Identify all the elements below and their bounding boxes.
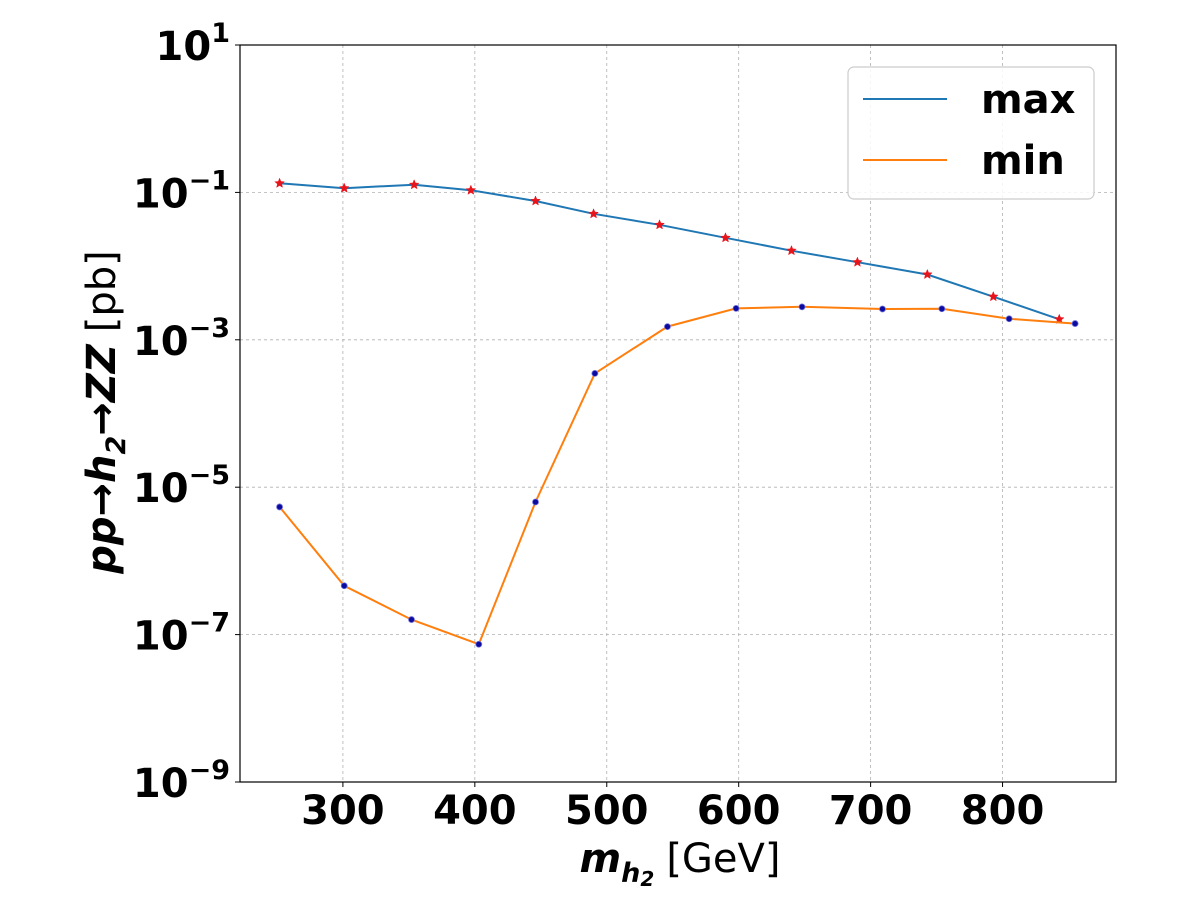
data-point-min bbox=[408, 616, 415, 623]
series-layer bbox=[274, 177, 1079, 648]
y-axis-ticks: 10−9 10−7 10−5 10−3 10−1 101 bbox=[133, 18, 240, 807]
y-tick-label: 10−1 bbox=[133, 165, 230, 217]
y-axis-title: pp→h2→ZZ[pb] bbox=[79, 250, 132, 575]
data-point-max bbox=[987, 290, 999, 302]
x-tick-label: 800 bbox=[961, 788, 1045, 834]
data-point-max bbox=[786, 244, 797, 256]
y-tick-label: 101 bbox=[156, 18, 230, 70]
x-tick-label: 700 bbox=[829, 788, 913, 834]
data-point-min bbox=[879, 305, 886, 313]
data-point-max bbox=[408, 179, 420, 190]
y-tick-label: 10−5 bbox=[133, 460, 230, 512]
y-tick-label: 10−3 bbox=[133, 313, 230, 365]
legend: max min bbox=[847, 66, 1095, 200]
data-point-min bbox=[664, 323, 671, 331]
data-point-min bbox=[532, 498, 539, 506]
data-point-max bbox=[588, 208, 599, 219]
data-point-min bbox=[1005, 315, 1013, 323]
data-point-max bbox=[465, 184, 477, 195]
x-axis-ticks: 300 400 500 600 700 800 bbox=[301, 782, 1044, 834]
data-point-max bbox=[530, 195, 541, 206]
data-point-max bbox=[852, 256, 863, 267]
x-axis-title: mh2 [GeV] bbox=[579, 836, 780, 891]
data-point-min bbox=[591, 370, 599, 377]
data-point-max bbox=[654, 219, 665, 230]
data-point-min bbox=[340, 582, 348, 590]
y-tick-label: 10−9 bbox=[133, 755, 230, 807]
data-point-max bbox=[921, 268, 933, 280]
data-point-min bbox=[938, 305, 946, 313]
x-tick-label: 600 bbox=[697, 788, 781, 834]
x-tick-label: 400 bbox=[433, 788, 517, 834]
data-point-min bbox=[276, 503, 283, 511]
data-point-max bbox=[338, 182, 350, 193]
data-point-min bbox=[732, 304, 740, 312]
y-tick-label: 10−7 bbox=[133, 608, 230, 660]
legend-label-max: max bbox=[981, 77, 1076, 123]
data-point-max bbox=[274, 177, 285, 188]
x-tick-label: 500 bbox=[565, 788, 649, 834]
x-tick-label: 300 bbox=[301, 788, 385, 834]
data-point-max bbox=[720, 232, 731, 243]
data-point-min bbox=[798, 303, 806, 311]
legend-label-min: min bbox=[981, 138, 1065, 184]
data-point-min bbox=[1071, 320, 1079, 327]
data-point-min bbox=[475, 640, 483, 648]
plot-frame bbox=[239, 44, 1117, 783]
